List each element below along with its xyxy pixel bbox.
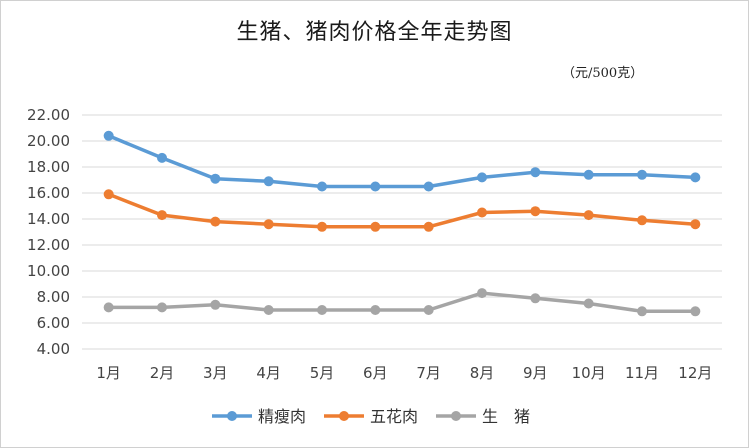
grid-lines [82,114,722,350]
legend-marker [227,411,237,421]
data-point [157,152,167,163]
data-point [103,302,114,313]
data-point [423,221,434,232]
y-tick-label: 14.00 [27,210,70,228]
data-point [423,181,434,192]
x-tick-label: 5月 [310,364,335,382]
data-point [637,215,647,226]
data-point [317,221,327,232]
y-axis-ticks: 22.00 20.00 18.00 16.00 14.00 12.00 10.00 8.00 6… [27,106,70,358]
data-point [210,173,221,184]
series-2 [103,288,701,317]
y-tick-label: 16.00 [27,184,70,202]
y-tick-label: 20.00 [27,132,70,150]
data-point [690,219,701,230]
data-point [583,169,594,180]
data-point [370,181,381,192]
legend-label: 精瘦肉 [258,407,306,426]
data-point [530,206,541,217]
series-line [108,291,696,314]
series-lines [103,130,701,317]
data-point [317,181,327,192]
x-tick-label: 7月 [416,364,441,382]
data-point [477,288,487,299]
data-point [263,176,274,187]
data-point [103,189,114,200]
data-point [583,298,594,309]
x-tick-label: 3月 [203,364,228,382]
legend: 精瘦肉 五花肉 生 猪 [212,407,530,426]
data-point [263,219,274,230]
data-point [210,216,221,227]
data-point [477,207,487,218]
data-point [423,305,434,315]
unit-label: （元/500克） [562,66,644,81]
x-tick-label: 11月 [625,364,659,382]
series-1 [103,189,701,232]
legend-label: 五花肉 [370,407,418,426]
data-point [637,169,647,180]
data-point [477,172,487,183]
series-line [107,134,696,189]
legend-marker [339,411,349,421]
data-point [370,305,381,315]
x-tick-label: 8月 [470,364,495,382]
x-tick-label: 2月 [150,364,175,382]
x-tick-label: 4月 [256,364,281,382]
x-axis-ticks: 1月 2月 3月 4月 5月 6月 7月 8月 9月 10月 11月 12月 [96,364,712,382]
y-tick-label: 8.00 [37,288,70,306]
data-point [530,293,541,304]
data-point [210,299,221,310]
series-0 [103,130,701,192]
x-tick-label: 1月 [96,364,121,382]
x-tick-label: 10月 [572,364,606,382]
chart-title: 生猪、猪肉价格全年走势图 [236,20,513,45]
data-point [690,306,701,317]
data-point [157,302,167,313]
x-tick-label: 12月 [678,364,712,382]
x-tick-label: 9月 [523,364,548,382]
legend-marker [451,411,461,421]
y-tick-label: 6.00 [37,314,70,332]
data-point [317,305,327,315]
data-point [690,172,701,183]
data-point [583,210,594,221]
data-point [530,167,541,178]
y-tick-label: 10.00 [27,262,70,280]
y-tick-label: 22.00 [27,106,70,124]
y-tick-label: 4.00 [37,340,70,358]
legend-label: 生 猪 [482,407,530,426]
series-line [108,192,696,229]
x-tick-label: 6月 [363,364,388,382]
data-point [157,210,167,221]
y-tick-label: 18.00 [27,158,70,176]
data-point [103,130,114,141]
data-point [370,221,381,232]
y-tick-label: 12.00 [27,236,70,254]
data-point [637,306,647,317]
data-point [263,305,274,315]
